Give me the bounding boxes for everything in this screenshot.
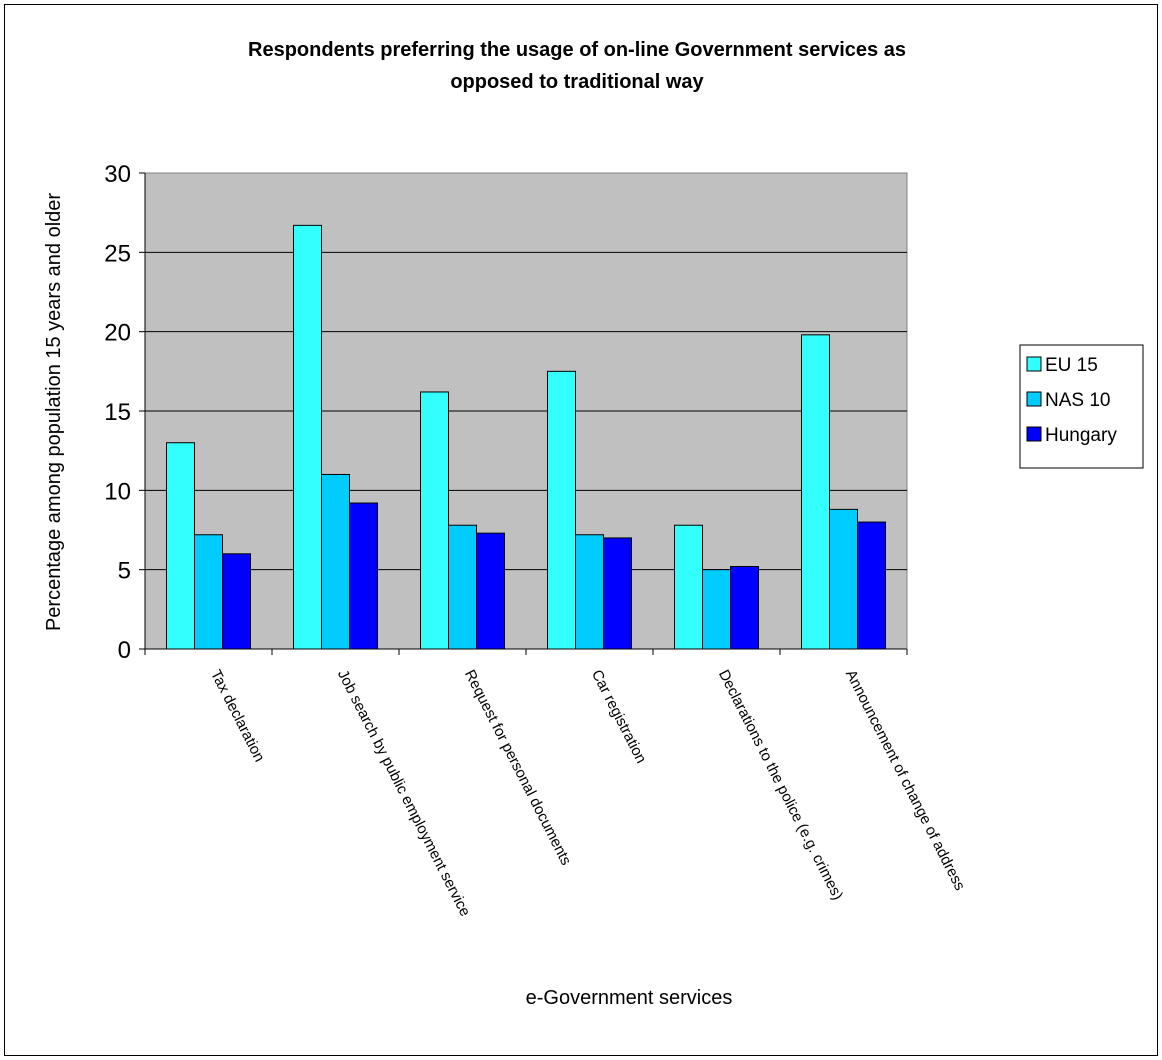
bar-hungary [349,502,378,650]
legend-label: EU 15 [1045,355,1098,376]
chart-title: Respondents preferring the usage of on-l… [248,39,906,93]
legend: EU 15 NAS 10 Hungary [1019,344,1144,469]
gridlines [145,251,907,571]
y-tick-label: 0 [118,637,131,664]
bar-eu-15 [674,524,703,650]
y-tick-label: 20 [104,320,131,347]
x-category-label: Job search by public employment service [334,667,474,919]
chart-title-line-1: Respondents preferring the usage of on-l… [248,39,906,61]
x-category-label: Tax declaration [207,667,268,765]
y-tick-label: 10 [104,478,131,505]
legend-label: NAS 10 [1045,390,1110,411]
legend-swatch [1026,426,1042,442]
bar-hungary [857,521,886,650]
y-tick-labels: 0 5 10 15 20 25 30 [104,161,145,664]
x-category-label: Request for personal documents [461,667,575,868]
bar-hungary [222,553,251,650]
bar-eu-15 [166,442,195,650]
bar-nas-10 [829,508,858,650]
bar-nas-10 [321,473,350,650]
x-category-label: Declarations to the police (e.g. crimes) [715,667,846,903]
bars [166,224,886,650]
y-tick-label: 15 [104,399,131,426]
bar-eu-15 [420,391,449,650]
bar-hungary [730,565,759,650]
bar-nas-10 [448,524,477,650]
legend-label: Hungary [1045,425,1117,446]
y-tick-label: 30 [104,161,131,188]
bar-eu-15 [293,224,322,650]
y-tick-label: 5 [118,558,131,585]
bar-hungary [476,532,505,650]
bar-nas-10 [702,569,731,650]
x-category-labels: Tax declaration Job search by public empl… [207,667,968,919]
bar-hungary [603,537,632,650]
legend-swatch [1026,391,1042,407]
chart-title-line-2: opposed to traditional way [450,71,704,93]
bar-nas-10 [194,534,223,650]
bar-eu-15 [801,334,830,650]
legend-swatch [1026,356,1042,372]
x-category-label: Announcement of change of address [842,667,968,893]
bar-eu-15 [547,370,576,650]
x-category-label: Car registration [588,667,650,766]
bar-nas-10 [575,534,604,650]
y-axis-title: Percentage among population 15 years and… [43,193,65,631]
x-axis-title: e-Government services [526,987,733,1009]
y-tick-label: 25 [104,240,131,267]
